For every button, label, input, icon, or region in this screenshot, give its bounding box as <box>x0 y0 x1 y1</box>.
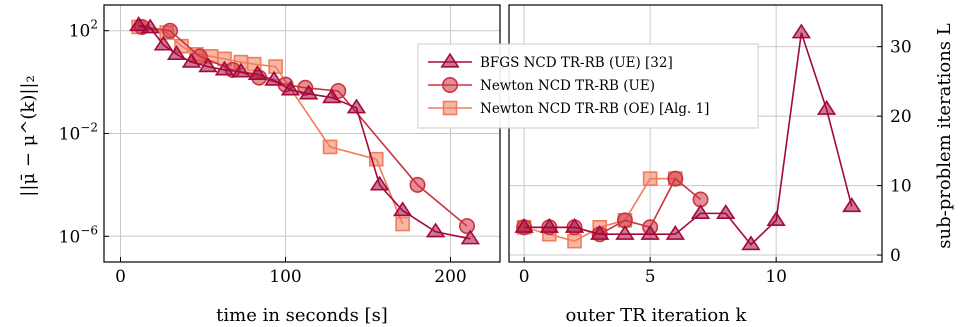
right-data-point <box>567 233 582 249</box>
left-data-point <box>322 88 342 104</box>
left-data-point <box>166 45 187 61</box>
left-data-point <box>140 18 160 34</box>
left-ytick-label: 10−6 <box>59 223 98 247</box>
left-series <box>128 16 480 245</box>
left-data-point <box>231 62 251 78</box>
right-data-point <box>590 224 610 240</box>
right-data-point <box>816 99 837 115</box>
right-data-point <box>667 170 684 187</box>
legend-entry: Newton NCD TR-RB (OE) [Alg. 1] <box>428 100 709 117</box>
left-xlabel: time in seconds [s] <box>216 305 388 326</box>
right-data-point <box>642 171 658 186</box>
right-ytick-label: 10 <box>890 177 912 197</box>
right-data-point <box>640 224 660 240</box>
right-plot-frame <box>508 4 883 263</box>
legend-label: Newton NCD TR-RB (OE) [Alg. 1] <box>480 101 709 117</box>
legend-label: Newton NCD TR-RB (UE) <box>480 78 655 94</box>
left-data-point <box>346 98 367 114</box>
right-xtick-label: 10 <box>765 267 787 287</box>
left-data-point <box>214 60 235 76</box>
legend-label: BFGS NCD TR-RB (UE) [32] <box>480 55 673 71</box>
legend-entries: BFGS NCD TR-RB (UE) [32] Newton NCD TR-RB… <box>428 52 709 117</box>
left-data-point <box>280 80 301 96</box>
right-ytick-label: 30 <box>890 38 912 58</box>
legend-marker <box>441 77 458 94</box>
left-data-point <box>162 22 179 39</box>
right-xlabel: outer TR iteration k <box>566 305 748 326</box>
left-data-point <box>198 57 218 73</box>
left-data-point <box>268 59 283 74</box>
right-data-point <box>791 23 812 39</box>
right-ytick-label: 0 <box>890 246 901 266</box>
right-series-1 <box>514 23 862 251</box>
legend-entry: Newton NCD TR-RB (UE) <box>428 77 655 94</box>
right-data-point <box>665 224 685 240</box>
legend: BFGS NCD TR-RB (UE) [32] Newton NCD TR-RB… <box>417 43 759 129</box>
right-ytick-label: 20 <box>890 107 912 127</box>
right-ticks: 0 5 10 0 10 20 30 <box>519 38 912 287</box>
right-data-point <box>766 211 786 226</box>
left-data-point <box>425 222 446 238</box>
left-ytick-label: 10−2 <box>59 121 98 145</box>
right-data-point <box>716 204 736 220</box>
legend-box <box>417 43 759 129</box>
left-data-point <box>458 218 475 235</box>
left-xtick-label: 100 <box>269 267 301 287</box>
left-data-point <box>395 216 410 232</box>
left-data-point <box>409 176 426 193</box>
legend-marker <box>442 100 458 116</box>
left-data-point <box>392 201 413 217</box>
left-xtick-label: 200 <box>434 267 466 287</box>
left-ticks: 0 100 200 102 10−2 10−6 <box>59 18 467 287</box>
legend-marker <box>440 52 460 68</box>
right-data-point <box>690 204 711 220</box>
right-ylabel: sub-problem iterations L <box>934 23 955 248</box>
left-data-point <box>322 139 338 155</box>
right-data-point <box>514 217 534 233</box>
right-xtick-label: 5 <box>645 267 656 287</box>
left-data-point <box>298 84 319 100</box>
right-series <box>514 23 862 251</box>
right-data-point <box>564 217 585 233</box>
left-data-point <box>460 229 480 245</box>
right-data-point <box>615 224 635 240</box>
left-series-1 <box>128 16 480 245</box>
right-data-point <box>842 197 862 213</box>
right-xtick-label: 0 <box>519 267 530 287</box>
left-data-point <box>247 65 268 80</box>
left-data-point <box>153 35 174 51</box>
right-data-point <box>741 235 761 251</box>
left-data-point <box>264 70 284 86</box>
left-xtick-label: 0 <box>115 267 126 287</box>
left-data-point <box>369 175 390 191</box>
legend-entry: BFGS NCD TR-RB (UE) [32] <box>428 52 673 71</box>
left-ytick-label: 102 <box>69 18 98 42</box>
right-data-point <box>539 217 559 233</box>
left-data-point <box>181 52 202 68</box>
left-panel: 0 100 200 102 10−2 10−6 time in seconds [s] |… <box>18 4 501 326</box>
left-data-point <box>128 16 149 32</box>
left-ylabel: ||μ̄ − μ^(k)||₂ <box>18 75 39 196</box>
